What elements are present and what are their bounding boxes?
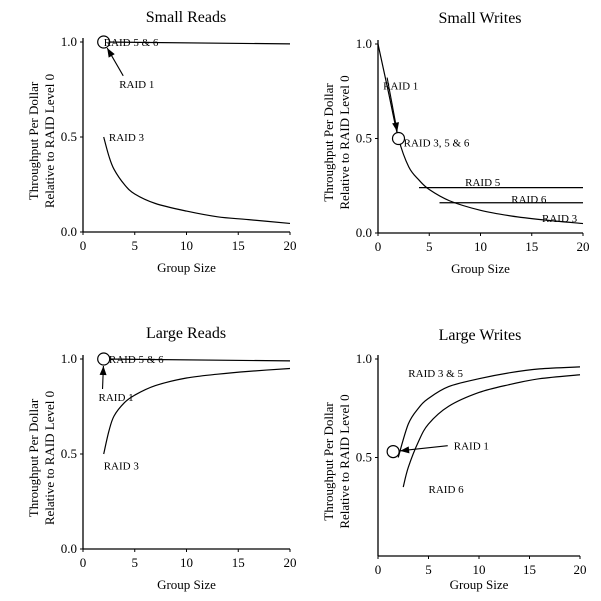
annotation-arrowhead [392, 122, 400, 132]
x-tick-label: 20 [574, 562, 587, 577]
chart-panel-2: Small Writes 0 5 10 15 20 0.0 0.5 1.0 Group Size T… [321, 10, 590, 276]
x-axis-label: Group Size [157, 260, 216, 275]
annotation-arrow [386, 77, 398, 132]
y-tick-label: 1.0 [61, 351, 77, 366]
series-line-2 [103, 367, 291, 455]
y-tick-label: 0.5 [61, 129, 77, 144]
x-tick-label: 20 [577, 239, 590, 254]
annotation-label: RAID 1 [454, 441, 489, 453]
y-tick-label: 0.5 [61, 446, 77, 461]
annotation-label: RAID 6 [429, 484, 465, 496]
annotation-arrowhead [400, 446, 410, 454]
annotation-label: RAID 3 [109, 132, 145, 144]
annotation-label: RAID 5 [465, 177, 501, 189]
x-tick-label: 5 [426, 239, 433, 254]
y-tick-label: 0.0 [61, 541, 77, 556]
series-line-2 [103, 136, 291, 225]
chart-title: Large Reads [146, 325, 226, 342]
series-line-1 [397, 366, 581, 458]
y-tick-label: 0.5 [356, 131, 372, 146]
chart-title: Large Writes [439, 327, 522, 344]
x-tick-label: 20 [284, 555, 297, 570]
chart-panel-1: Small Reads 0 5 10 15 20 0.0 0.5 1.0 Group Size Th… [26, 9, 297, 275]
y-axis-label-line-2: Relative to RAID Level 0 [337, 75, 352, 209]
annotation-label: RAID 1 [383, 81, 418, 93]
series-line-1 [377, 43, 584, 225]
series-line-2 [402, 374, 581, 488]
annotation-label: RAID 3 [104, 460, 140, 472]
x-tick-label: 5 [132, 238, 139, 253]
series-line-1 [103, 358, 291, 362]
annotation-arrowhead [107, 48, 115, 58]
x-tick-label: 5 [132, 555, 139, 570]
annotation-label: RAID 6 [511, 194, 547, 206]
y-tick-label: 0.5 [356, 450, 372, 465]
x-tick-label: 15 [232, 555, 245, 570]
x-tick-label: 10 [474, 239, 487, 254]
x-tick-label: 0 [375, 562, 382, 577]
annotation-label: RAID 1 [99, 392, 134, 404]
chart-panel-3: Large Reads 0 5 10 15 20 0.0 0.5 1.0 Group Size Th… [26, 325, 297, 592]
y-tick-label: 0.0 [61, 224, 77, 239]
y-axis-label-line-2: Relative to RAID Level 0 [42, 74, 57, 208]
x-tick-label: 0 [80, 238, 87, 253]
x-axis-label: Group Size [450, 577, 509, 592]
y-tick-label: 1.0 [356, 36, 372, 51]
y-tick-label: 0.0 [356, 225, 372, 240]
series-line-1 [103, 41, 291, 45]
data-point-marker [391, 131, 406, 146]
x-tick-label: 10 [473, 562, 486, 577]
y-axis-label-line-2: Relative to RAID Level 0 [337, 394, 352, 528]
x-tick-label: 10 [180, 555, 193, 570]
x-tick-label: 20 [284, 238, 297, 253]
y-axis-label-line-1: Throughput Per Dollar [321, 402, 336, 521]
x-axis-label: Group Size [451, 261, 510, 276]
y-axis-label-line-1: Throughput Per Dollar [321, 83, 336, 202]
x-tick-label: 10 [180, 238, 193, 253]
annotation-arrowhead [99, 365, 107, 376]
y-tick-label: 1.0 [356, 351, 372, 366]
y-axis-label-line-1: Throughput Per Dollar [26, 398, 41, 517]
y-axis-label-line-1: Throughput Per Dollar [26, 81, 41, 200]
x-tick-label: 15 [523, 562, 536, 577]
x-tick-label: 5 [425, 562, 432, 577]
x-tick-label: 15 [232, 238, 245, 253]
annotation-label: RAID 5 & 6 [109, 354, 164, 366]
annotation-label: RAID 3, 5 & 6 [404, 137, 470, 149]
annotation-label: RAID 3 [542, 213, 578, 225]
annotation-label: RAID 3 & 5 [408, 368, 463, 380]
x-tick-label: 0 [375, 239, 382, 254]
chart-panel-4: Large Writes 0 5 10 15 20 0.5 1.0 Group Size Thro… [321, 327, 587, 592]
x-axis-label: Group Size [157, 577, 216, 592]
x-tick-label: 0 [80, 555, 87, 570]
chart-title: Small Reads [146, 9, 226, 26]
data-point-marker [386, 444, 400, 459]
data-point-marker [97, 352, 111, 366]
x-tick-label: 15 [525, 239, 538, 254]
annotation-label: RAID 1 [119, 79, 154, 91]
data-point-marker [97, 35, 111, 49]
y-axis-label-line-2: Relative to RAID Level 0 [42, 391, 57, 525]
annotation-label: RAID 5 & 6 [104, 37, 159, 49]
y-tick-label: 1.0 [61, 34, 77, 49]
chart-title: Small Writes [438, 10, 521, 27]
